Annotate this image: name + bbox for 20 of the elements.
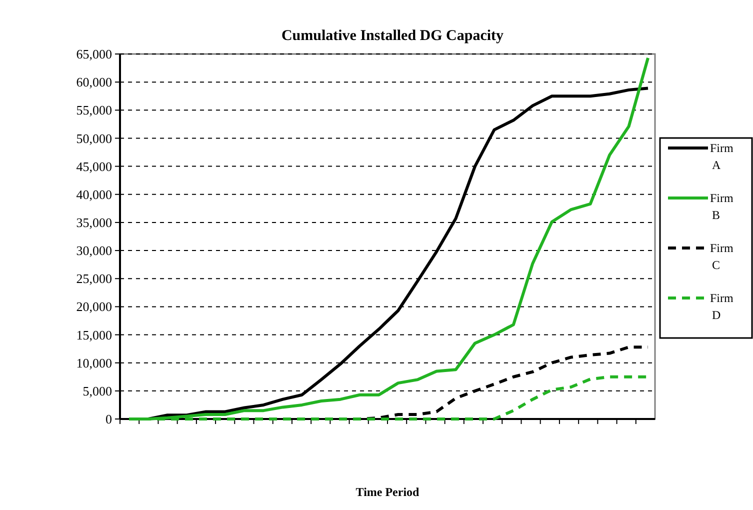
y-tick-label: 5,000 — [82, 383, 112, 398]
y-tick-label: 35,000 — [76, 215, 112, 230]
y-tick-label: 10,000 — [76, 355, 112, 370]
y-tick-label: 50,000 — [76, 130, 112, 146]
y-tick-label: 20,000 — [76, 299, 112, 314]
y-tick-label: 60,000 — [76, 74, 112, 90]
y-tick-label: 55,000 — [76, 102, 112, 118]
y-tick-label: 25,000 — [76, 271, 112, 286]
legend-label: Firm D — [710, 291, 734, 322]
x-axis-title: Time Period — [356, 485, 420, 499]
y-tick-label: 40,000 — [76, 186, 112, 202]
legend-label: Firm C — [710, 241, 734, 272]
y-tick-label: 0 — [106, 412, 112, 427]
legend-label: Firm B — [710, 191, 734, 222]
y-tick-label: 15,000 — [76, 327, 112, 342]
y-tick-label: 30,000 — [76, 243, 112, 258]
legend-label: Firm A — [710, 141, 734, 172]
y-tick-label: 45,000 — [76, 158, 112, 174]
chart-title: Cumulative Installed DG Capacity — [281, 28, 504, 44]
y-tick-label: 65,000 — [76, 46, 112, 62]
